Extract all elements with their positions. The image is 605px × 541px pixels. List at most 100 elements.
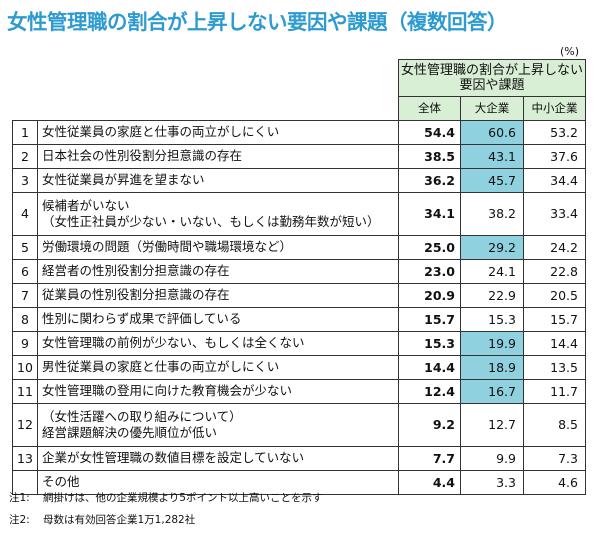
note-label: 注1: — [9, 492, 30, 504]
value-total: 38.5 — [398, 143, 461, 169]
row-label-line: 日本社会の性別役割分担意識の存在 — [42, 148, 243, 163]
row-number: 2 — [12, 143, 38, 169]
row-label-line: 従業員の性別役割分担意識の存在 — [42, 287, 230, 302]
row-label-line: 女性管理職の登用に向けた教育機会が少ない — [42, 383, 293, 398]
value-total: 20.9 — [398, 282, 461, 308]
row-label: 従業員の性別役割分担意識の存在 — [37, 282, 399, 308]
table-row: 6 経営者の性別役割分担意識の存在 23.0 24.1 22.8 — [12, 258, 586, 284]
value-total: 54.4 — [398, 119, 461, 145]
data-table: 女性管理職の割合が上昇しない要因や課題 全体 大企業 中小企業 1 女性従業員の家… — [12, 59, 586, 495]
value-large-company: 15.3 — [460, 306, 524, 332]
data-table-container: 女性管理職の割合が上昇しない要因や課題 全体 大企業 中小企業 1 女性従業員の家… — [12, 59, 586, 495]
value-large-company: 19.9 — [460, 330, 524, 356]
value-small-company: 7.3 — [523, 445, 586, 471]
row-number: 12 — [12, 402, 38, 447]
note-line: 注2: 母数は有効回答企業1万1,282社 — [9, 512, 322, 527]
row-label-line: 女性従業員が昇進を望まない — [42, 172, 205, 187]
table-row: 5 労働環境の問題（労働時間や職場環境など） 25.0 29.2 24.2 — [12, 234, 586, 260]
table-row: 3 女性従業員が昇進を望まない 36.2 45.7 34.4 — [12, 167, 586, 193]
value-large-company: 29.2 — [460, 234, 524, 260]
header-spacer — [13, 60, 399, 97]
row-number: 5 — [12, 234, 38, 260]
row-number: 7 — [12, 282, 38, 308]
note-line: 注1: 網掛けは、他の企業規模より5ポイント以上高いことを示す — [9, 490, 322, 505]
value-total: 23.0 — [398, 258, 461, 284]
row-label-line: 女性管理職の前例が少ない、もしくは全くない — [42, 335, 305, 350]
table-row: 13 企業が女性管理職の数値目標を設定していない 7.7 9.9 7.3 — [12, 445, 586, 471]
value-total: 12.4 — [398, 378, 461, 404]
value-total: 36.2 — [398, 167, 461, 193]
value-small-company: 20.5 — [523, 282, 586, 308]
table-row: 12 （女性活躍への取り組みについて） 経営課題解決の優先順位が低い 9.2 12.7 8… — [12, 402, 586, 447]
row-number: 8 — [12, 306, 38, 332]
value-large-company: 38.2 — [460, 191, 524, 236]
value-total: 4.4 — [398, 469, 461, 495]
row-number — [12, 469, 38, 495]
value-large-company: 43.1 — [460, 143, 524, 169]
table-row: その他 4.4 3.3 4.6 — [12, 469, 586, 495]
note-text: 母数は有効回答企業1万1,282社 — [43, 514, 196, 526]
row-label-line: 女性従業員の家庭と仕事の両立がしにくい — [42, 124, 280, 139]
value-large-company: 9.9 — [460, 445, 524, 471]
chart-title: 女性管理職の割合が上昇しない要因や課題（複数回答） — [7, 10, 508, 34]
value-large-company: 24.1 — [460, 258, 524, 284]
value-small-company: 34.4 — [523, 167, 586, 193]
row-label: 性別に関わらず成果で評価している — [37, 306, 399, 332]
value-total: 34.1 — [398, 191, 461, 236]
value-large-company: 3.3 — [460, 469, 524, 495]
value-large-company: 12.7 — [460, 402, 524, 447]
row-number: 11 — [12, 378, 38, 404]
row-label: 経営者の性別役割分担意識の存在 — [37, 258, 399, 284]
table-row: 2 日本社会の性別役割分担意識の存在 38.5 43.1 37.6 — [12, 143, 586, 169]
value-total: 9.2 — [398, 402, 461, 447]
column-header-small: 中小企業 — [523, 96, 586, 121]
row-number: 6 — [12, 258, 38, 284]
row-label-line: （女性活躍への取り組みについて） — [42, 408, 242, 424]
value-total: 15.7 — [398, 306, 461, 332]
row-label: 日本社会の性別役割分担意識の存在 — [37, 143, 399, 169]
row-number: 9 — [12, 330, 38, 356]
value-small-company: 8.5 — [523, 402, 586, 447]
row-label-line: 経営課題解決の優先順位が低い — [42, 424, 218, 440]
row-label-line: 労働環境の問題（労働時間や職場環境など） — [42, 239, 293, 254]
row-label-line: 候補者がいない — [42, 197, 130, 213]
row-label-line: （女性正社員が少ない・いない、もしくは勤務年数が短い） — [42, 213, 380, 229]
row-label: 企業が女性管理職の数値目標を設定していない — [37, 445, 399, 471]
table-row: 4 候補者がいない （女性正社員が少ない・いない、もしくは勤務年数が短い） 34.1 3… — [12, 191, 586, 236]
row-label-line: 性別に関わらず成果で評価している — [42, 311, 242, 326]
row-label-line: その他 — [42, 474, 80, 489]
value-total: 7.7 — [398, 445, 461, 471]
row-number: 13 — [12, 445, 38, 471]
row-label: 男性従業員の家庭と仕事の両立がしにくい — [37, 354, 399, 380]
column-header-total: 全体 — [398, 96, 461, 121]
row-label-line: 企業が女性管理職の数値目標を設定していない — [42, 450, 305, 465]
table-header-row: 女性管理職の割合が上昇しない要因や課題 — [13, 59, 586, 97]
value-small-company: 53.2 — [523, 119, 586, 145]
row-number: 3 — [12, 167, 38, 193]
value-large-company: 45.7 — [460, 167, 524, 193]
value-total: 15.3 — [398, 330, 461, 356]
table-row: 1 女性従業員の家庭と仕事の両立がしにくい 54.4 60.6 53.2 — [12, 119, 586, 145]
table-row: 10 男性従業員の家庭と仕事の両立がしにくい 14.4 18.9 13.5 — [12, 354, 586, 380]
row-number: 4 — [12, 191, 38, 236]
row-label-line: 男性従業員の家庭と仕事の両立がしにくい — [42, 359, 280, 374]
row-label: 女性管理職の登用に向けた教育機会が少ない — [37, 378, 399, 404]
note-label: 注2: — [9, 514, 30, 526]
row-label: 女性管理職の前例が少ない、もしくは全くない — [37, 330, 399, 356]
row-label: 労働環境の問題（労働時間や職場環境など） — [37, 234, 399, 260]
notes: 注1: 網掛けは、他の企業規模より5ポイント以上高いことを示す 注2: 母数は有効回答… — [9, 490, 322, 534]
table-row: 11 女性管理職の登用に向けた教育機会が少ない 12.4 16.7 11.7 — [12, 378, 586, 404]
value-small-company: 22.8 — [523, 258, 586, 284]
table-row: 7 従業員の性別役割分担意識の存在 20.9 22.9 20.5 — [12, 282, 586, 308]
value-small-company: 13.5 — [523, 354, 586, 380]
value-small-company: 14.4 — [523, 330, 586, 356]
value-small-company: 11.7 — [523, 378, 586, 404]
row-label: 女性従業員の家庭と仕事の両立がしにくい — [37, 119, 399, 145]
row-number: 10 — [12, 354, 38, 380]
table-subheader-row: 全体 大企業 中小企業 — [12, 96, 586, 121]
value-small-company: 33.4 — [523, 191, 586, 236]
value-large-company: 16.7 — [460, 378, 524, 404]
column-header-large: 大企業 — [460, 96, 524, 121]
row-label: その他 — [37, 469, 399, 495]
value-total: 25.0 — [398, 234, 461, 260]
